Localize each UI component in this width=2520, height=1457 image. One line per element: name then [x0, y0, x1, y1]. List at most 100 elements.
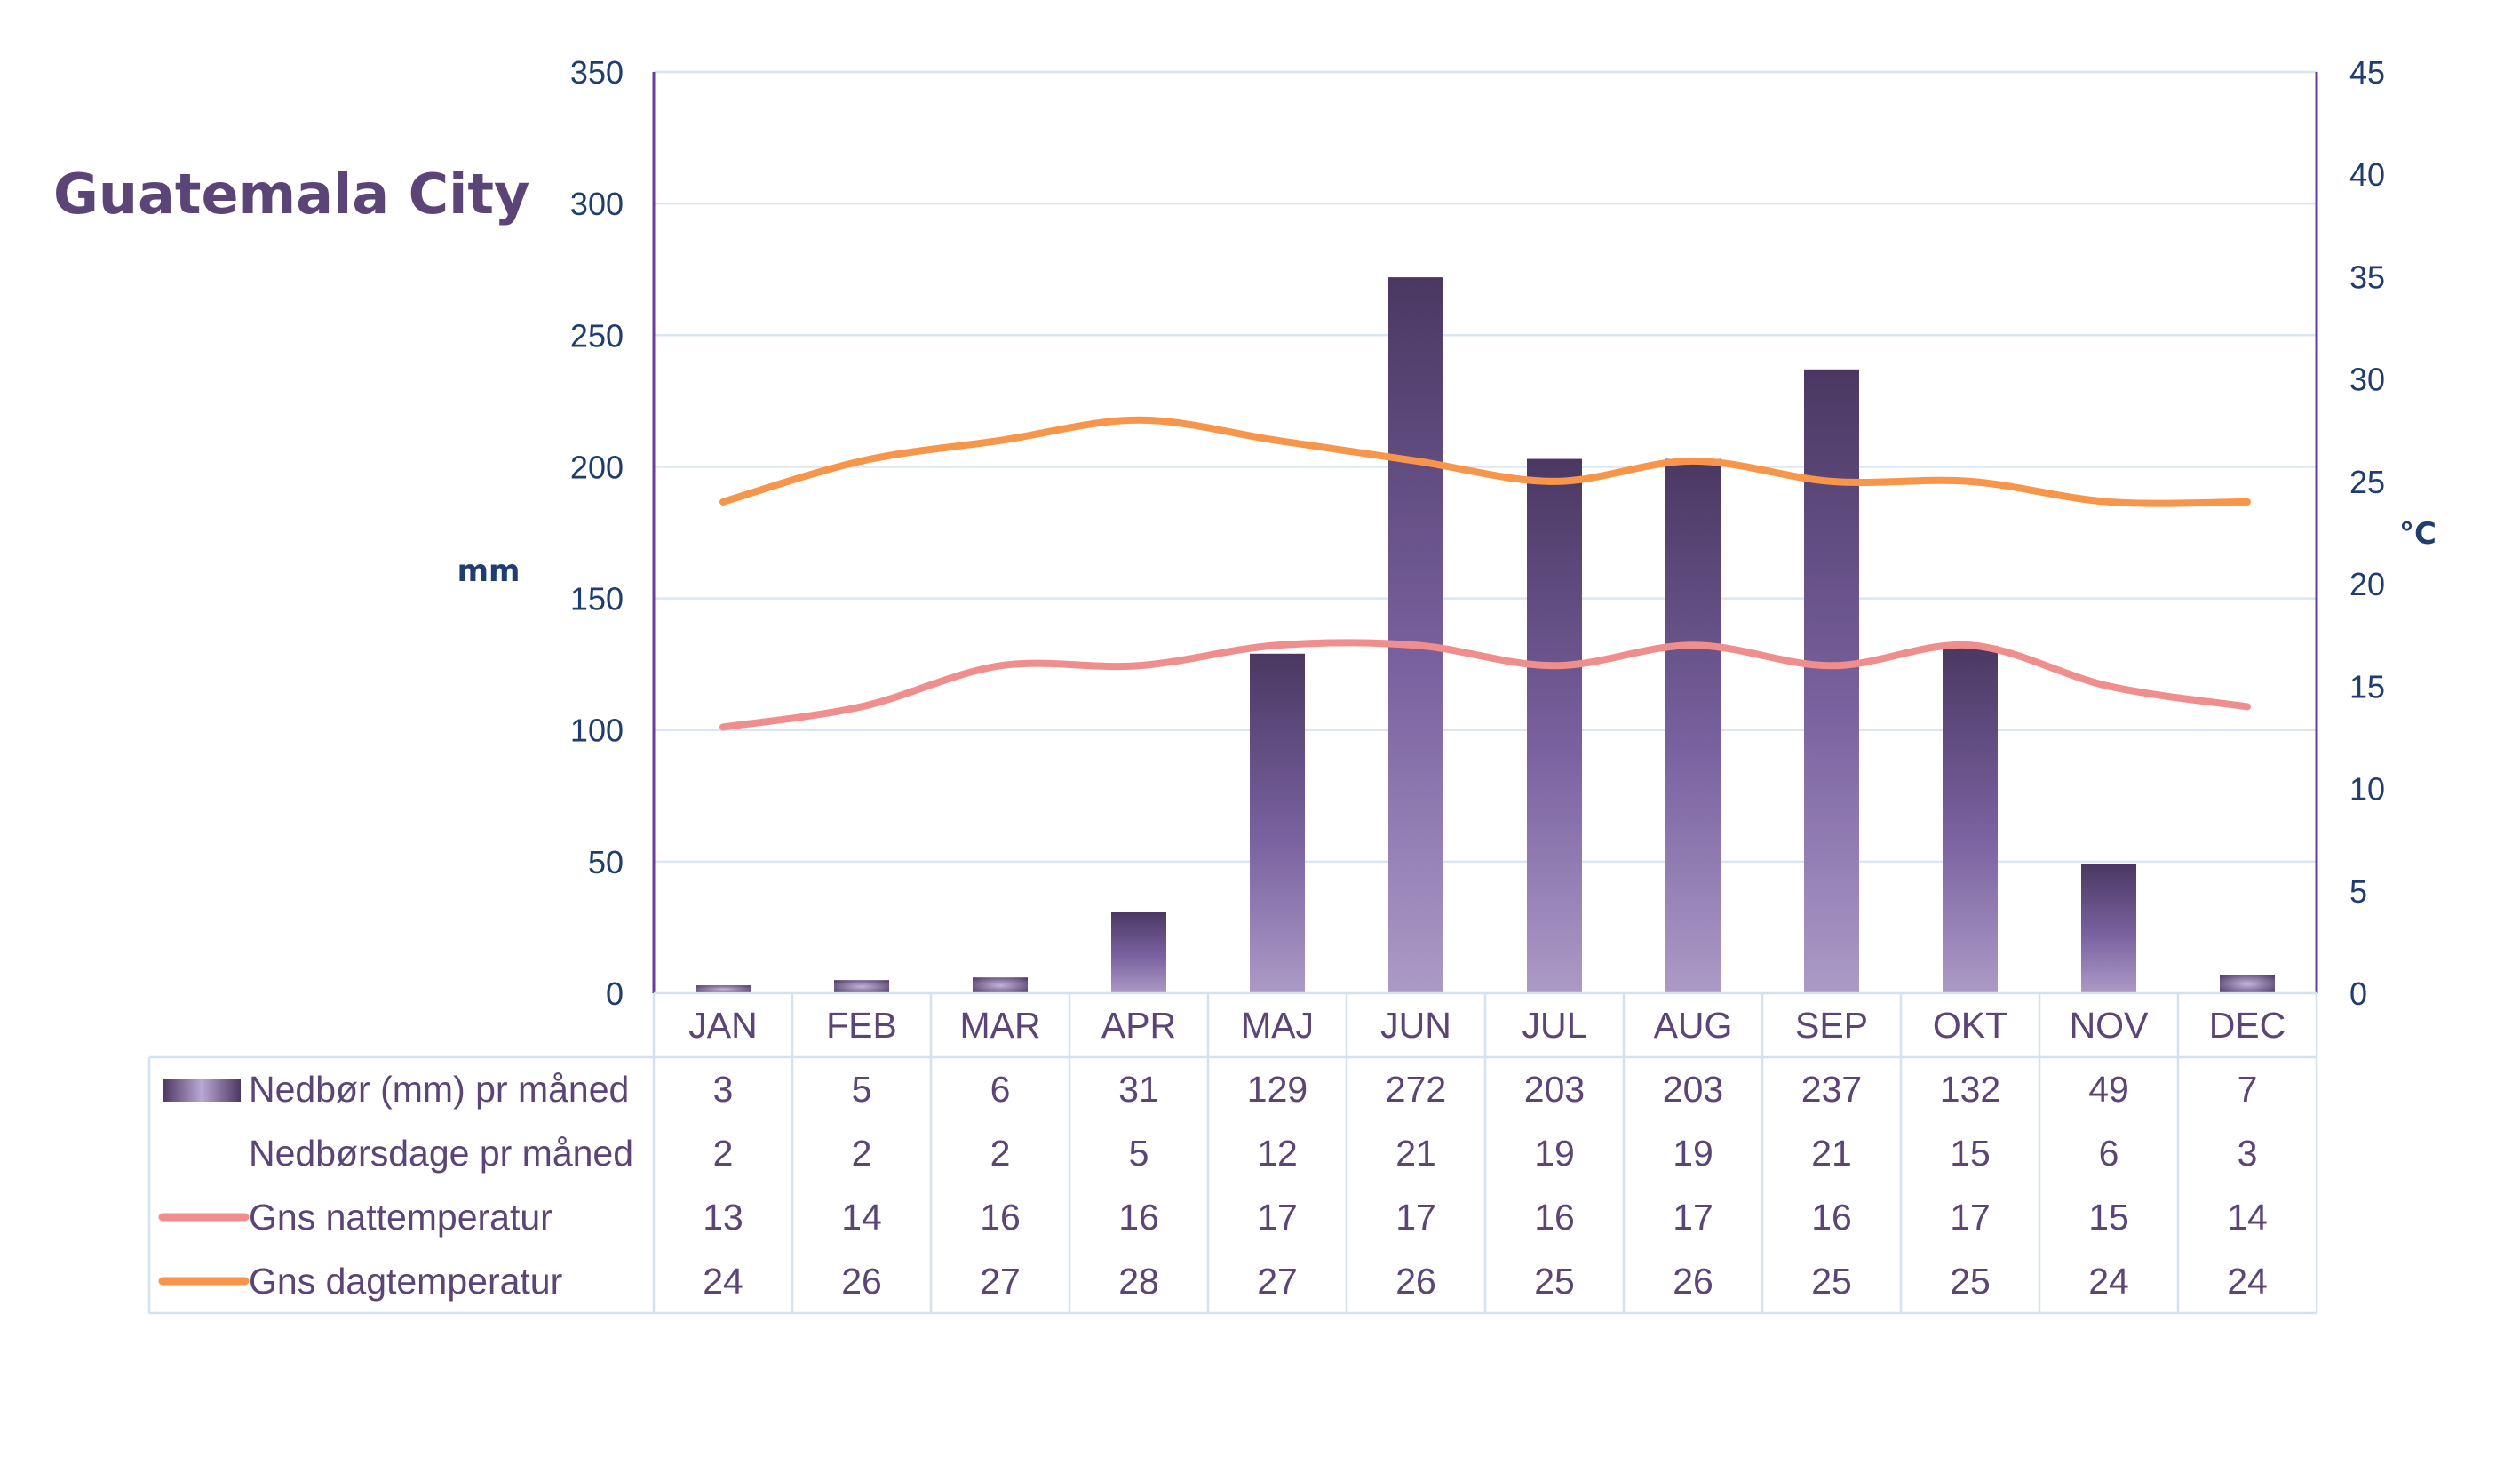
bar-nov	[2081, 864, 2136, 993]
bar-apr	[1111, 912, 1166, 993]
right-tick-label: 10	[2349, 771, 2385, 808]
table-cell: 3	[713, 1069, 734, 1110]
left-tick-label: 250	[570, 317, 624, 354]
right-tick-label: 45	[2349, 54, 2385, 91]
category-label-apr: APR	[1101, 1005, 1176, 1046]
category-label-dec: DEC	[2209, 1005, 2286, 1046]
right-axis-unit-label: °C	[2399, 516, 2437, 552]
table-row-label: Nedbørsdage pr måned	[249, 1133, 633, 1174]
right-tick-label: 5	[2349, 873, 2367, 910]
table-cell: 27	[980, 1261, 1021, 1302]
table-cell: 26	[1395, 1261, 1436, 1302]
table-cell: 16	[1811, 1197, 1852, 1238]
table-row-label: Gns dagtemperatur	[249, 1261, 562, 1302]
table-cell: 16	[1118, 1197, 1159, 1238]
table-cell: 5	[852, 1069, 872, 1110]
gridlines	[654, 70, 2317, 864]
category-label-maj: MAJ	[1241, 1005, 1314, 1046]
category-label-okt: OKT	[1933, 1005, 2007, 1046]
bar-jul	[1527, 458, 1582, 993]
table-cell: 16	[980, 1197, 1021, 1238]
table-cell: 31	[1118, 1069, 1159, 1110]
table-cell: 129	[1247, 1069, 1308, 1110]
left-tick-label: 0	[606, 975, 624, 1012]
bar-aug	[1665, 458, 1721, 993]
legend-key-bar	[163, 1079, 241, 1102]
table-cell: 25	[1950, 1261, 1991, 1302]
right-tick-label: 25	[2349, 464, 2385, 500]
table-cell: 21	[1811, 1133, 1852, 1174]
table-cell: 26	[841, 1261, 882, 1302]
table-cell: 14	[841, 1197, 882, 1238]
left-tick-label: 350	[570, 54, 624, 91]
bar-maj	[1250, 653, 1305, 993]
category-label-mar: MAR	[959, 1005, 1040, 1046]
line-gns-nattemperatur	[719, 639, 2251, 731]
right-tick-label: 40	[2349, 156, 2385, 193]
table-row-label: Nedbør (mm) pr måned	[249, 1069, 629, 1110]
right-tick-label: 20	[2349, 566, 2385, 602]
bar-dec	[2220, 975, 2275, 993]
category-label-feb: FEB	[826, 1005, 897, 1046]
table-cell: 24	[2088, 1261, 2129, 1302]
left-tick-label: 50	[588, 844, 624, 880]
table-cell: 19	[1534, 1133, 1575, 1174]
precipitation-bars	[696, 277, 2275, 993]
table-cell: 17	[1950, 1197, 1991, 1238]
table-cell: 19	[1673, 1133, 1713, 1174]
table-cell: 12	[1257, 1133, 1298, 1174]
table-cell: 272	[1386, 1069, 1446, 1110]
category-label-aug: AUG	[1654, 1005, 1733, 1046]
table-cell: 49	[2088, 1069, 2129, 1110]
bar-jan	[696, 985, 751, 993]
table-cell: 26	[1673, 1261, 1713, 1302]
table-cell: 2	[852, 1133, 872, 1174]
table-cell: 16	[1534, 1197, 1575, 1238]
category-label-sep: SEP	[1795, 1005, 1868, 1046]
temperature-lines	[719, 416, 2251, 731]
table-cell: 6	[990, 1069, 1011, 1110]
right-tick-label: 30	[2349, 362, 2385, 398]
table-row-label: Gns nattemperatur	[249, 1197, 552, 1238]
table-cell: 17	[1395, 1197, 1436, 1238]
table-cell: 17	[1673, 1197, 1713, 1238]
table-cell: 237	[1801, 1069, 1862, 1110]
table-cell: 7	[2238, 1069, 2258, 1110]
data-table: JAN FEB MAR APR MAJ JUN JUL AUG SEP OKT NOV DEC Nedb…	[147, 993, 2318, 1315]
table-cell: 203	[1524, 1069, 1585, 1110]
category-label-jan: JAN	[688, 1005, 757, 1046]
bar-feb	[834, 980, 889, 993]
left-tick-label: 200	[570, 449, 624, 485]
bar-okt	[1943, 645, 1998, 993]
right-axis-ticks: 0 5 10 15 20 25 30 35 40 45	[2349, 54, 2385, 1012]
table-cell: 21	[1395, 1133, 1436, 1174]
axes	[652, 72, 2318, 995]
line-gns-dagtemperatur	[719, 416, 2251, 507]
table-cell: 17	[1257, 1197, 1298, 1238]
table-cell: 2	[990, 1133, 1011, 1174]
table-cell: 28	[1118, 1261, 1159, 1302]
category-label-nov: NOV	[2070, 1005, 2150, 1046]
left-axis-ticks: 0 50 100 150 200 250 300 350	[570, 54, 624, 1012]
table-cell: 15	[1950, 1133, 1991, 1174]
right-tick-label: 0	[2349, 975, 2367, 1012]
table-cell: 25	[1811, 1261, 1852, 1302]
category-label-jul: JUL	[1522, 1005, 1587, 1046]
table-cell: 2	[713, 1133, 734, 1174]
table-cell: 14	[2227, 1197, 2268, 1238]
table-cell: 27	[1257, 1261, 1298, 1302]
table-cell: 24	[703, 1261, 743, 1302]
chart-title: Guatemala City	[53, 162, 529, 227]
table-cell: 132	[1940, 1069, 2000, 1110]
left-axis-unit-label: mm	[457, 553, 521, 589]
bar-sep	[1804, 369, 1859, 993]
table-cell: 15	[2088, 1197, 2129, 1238]
bar-jun	[1388, 277, 1443, 993]
table-cell: 13	[703, 1197, 743, 1238]
left-tick-label: 300	[570, 186, 624, 222]
table-cell: 6	[2099, 1133, 2119, 1174]
table-cell: 3	[2238, 1133, 2258, 1174]
left-tick-label: 100	[570, 713, 624, 749]
table-cell: 25	[1534, 1261, 1575, 1302]
